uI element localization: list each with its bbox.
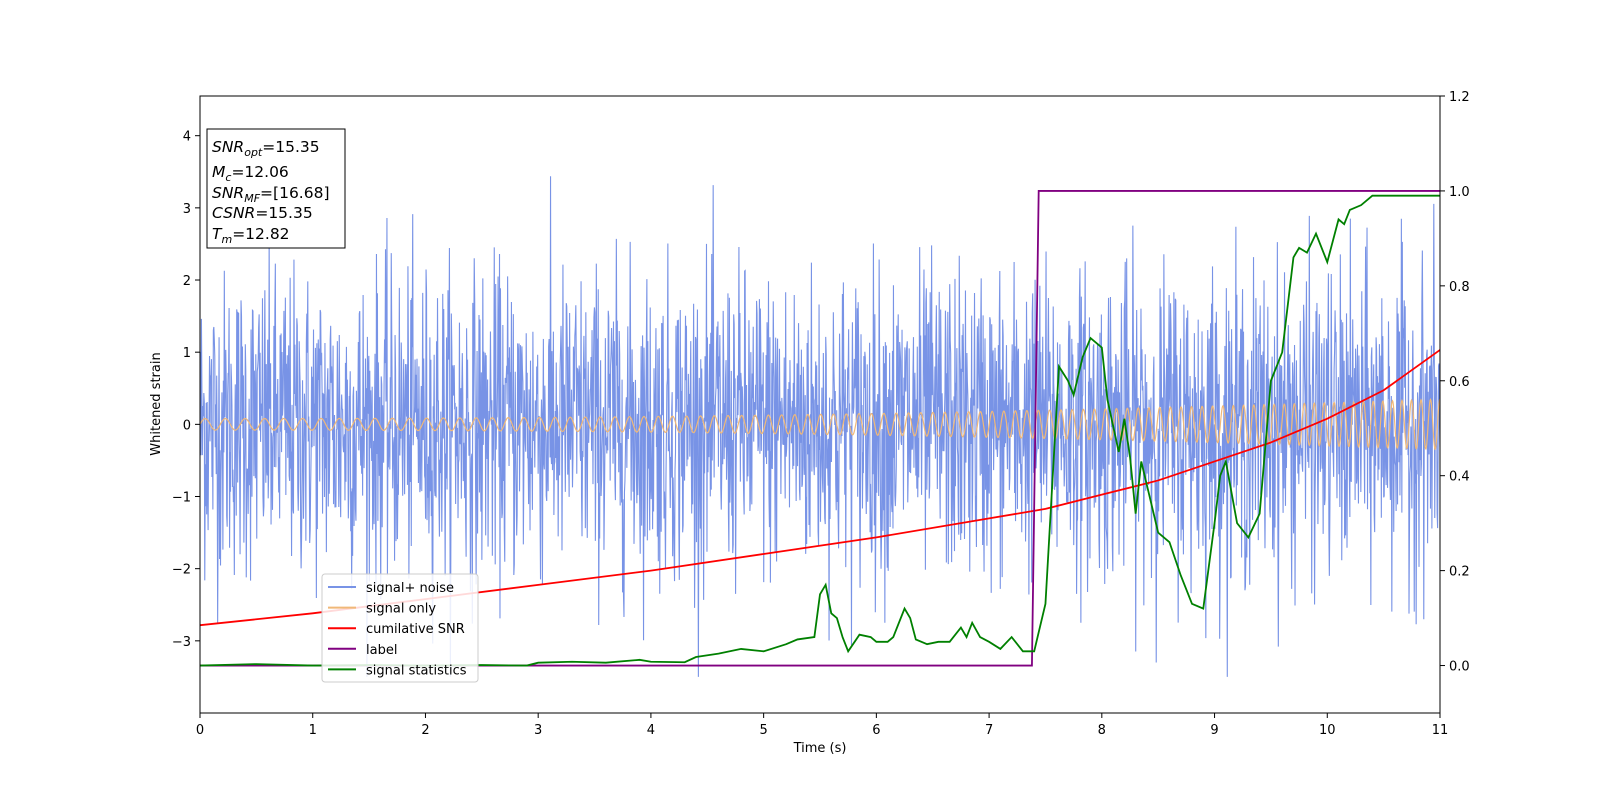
y-left-tick-label: 3 bbox=[183, 202, 191, 217]
y-right-tick-label: 0.4 bbox=[1449, 470, 1470, 485]
legend: signal+ noise signal only cumilative SNR la… bbox=[321, 573, 479, 683]
annotation-line: Tm=12.82 bbox=[212, 225, 290, 246]
x-tick-label: 6 bbox=[872, 723, 880, 738]
y-right-tick-label: 0.8 bbox=[1449, 280, 1470, 295]
legend-label: cumilative SNR bbox=[366, 622, 465, 637]
legend-label: signal statistics bbox=[366, 663, 467, 678]
series-layer bbox=[200, 176, 1440, 677]
y-left-tick-label: 4 bbox=[183, 130, 191, 145]
series-signal-only-line bbox=[200, 397, 1440, 451]
annotation-line: CSNR=15.35 bbox=[212, 204, 313, 222]
annotation-box: SNRopt=15.35 Mc=12.06SNRMF=[16.68]CSNR=15… bbox=[206, 128, 346, 249]
x-tick-label: 5 bbox=[759, 723, 767, 738]
series-signal-statistics-line bbox=[200, 194, 1440, 667]
legend-frame bbox=[321, 573, 479, 683]
y-left-tick-label: −3 bbox=[172, 635, 191, 650]
y-left-tick-label: 2 bbox=[183, 274, 191, 289]
plot-frame bbox=[199, 95, 1441, 714]
annotation-frame bbox=[206, 128, 346, 249]
series-label-line bbox=[200, 190, 1440, 667]
y-left-tick-label: 1 bbox=[183, 346, 191, 361]
annotation-line: SNRopt=15.35 bbox=[212, 138, 320, 159]
y-right-tick-label: 1.2 bbox=[1449, 90, 1470, 105]
x-axis-label: Time (s) bbox=[793, 741, 847, 756]
series-cumulative-snr-line bbox=[200, 349, 1440, 627]
x-tick-label: 9 bbox=[1210, 723, 1218, 738]
x-tick-label: 3 bbox=[534, 723, 542, 738]
x-tick-label: 1 bbox=[309, 723, 317, 738]
y-right-tick-label: 0.2 bbox=[1449, 565, 1470, 580]
y-right-tick-label: 1.0 bbox=[1449, 185, 1470, 200]
y-right-tick-label: 0.6 bbox=[1449, 375, 1470, 390]
legend-label: label bbox=[366, 643, 397, 658]
axes-layer: 0 1 2 3 4 5 6 7 8 9 10 11 −3 −2 −1 0 1 2 3 4 0.0 0.2 0.4 0.6 0.8… bbox=[172, 90, 1470, 738]
annotation-line: SNRMF=[16.68] bbox=[212, 184, 330, 205]
y-right-tick-label: 0.0 bbox=[1449, 660, 1470, 675]
y-axis-label: Whitened strain bbox=[149, 352, 164, 455]
y-left-tick-label: −1 bbox=[172, 491, 191, 506]
x-tick-label: 4 bbox=[647, 723, 655, 738]
x-tick-label: 7 bbox=[985, 723, 993, 738]
y-left-tick-label: 0 bbox=[183, 418, 191, 433]
y-left-tick-label: −2 bbox=[172, 563, 191, 578]
annotation-line: Mc=12.06 bbox=[212, 163, 289, 184]
x-tick-label: 2 bbox=[421, 723, 429, 738]
series-signal-noise-line bbox=[200, 176, 1440, 677]
legend-label: signal+ noise bbox=[366, 581, 454, 596]
x-tick-label: 11 bbox=[1432, 723, 1449, 738]
legend-label: signal only bbox=[366, 602, 436, 617]
x-tick-label: 8 bbox=[1098, 723, 1106, 738]
x-tick-label: 10 bbox=[1319, 723, 1336, 738]
x-tick-label: 0 bbox=[196, 723, 204, 738]
